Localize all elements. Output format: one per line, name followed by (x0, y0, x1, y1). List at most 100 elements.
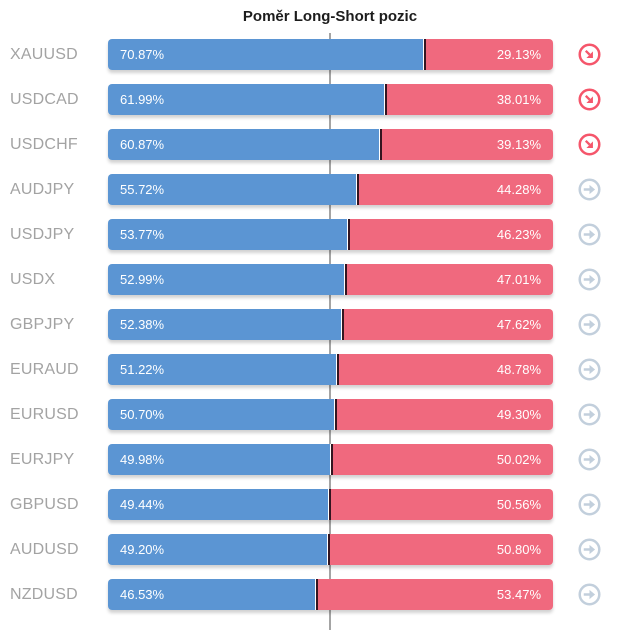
trend-icon-cell (553, 403, 620, 426)
long-segment: 49.20% (108, 534, 327, 565)
segment-divider (384, 84, 387, 115)
trend-icon-cell (553, 88, 620, 111)
short-percent-value: 47.62% (496, 317, 541, 332)
long-segment: 70.87% (108, 39, 424, 70)
short-segment: 46.23% (350, 219, 553, 250)
ratio-row: EURJPY 49.98% 50.02% (0, 437, 620, 482)
short-percent-value: 46.23% (496, 227, 541, 242)
short-segment: 50.56% (331, 489, 553, 520)
ratio-row: NZDUSD 46.53% 53.47% (0, 572, 620, 617)
trend-right-circle-icon (577, 583, 601, 606)
ratio-row: AUDUSD 49.20% 50.80% (0, 527, 620, 572)
long-percent-value: 60.87% (120, 137, 165, 152)
pair-label: GBPUSD (10, 495, 79, 513)
pair-label: XAUUSD (10, 45, 78, 63)
long-segment: 60.87% (108, 129, 379, 160)
short-percent-value: 44.28% (496, 182, 541, 197)
long-segment: 50.70% (108, 399, 334, 430)
short-percent-value: 50.56% (496, 497, 541, 512)
trend-down-circle-icon (577, 133, 601, 156)
short-segment: 47.62% (344, 309, 553, 340)
ratio-rows: XAUUSD 70.87% 29.13% USDCAD (0, 32, 620, 617)
ratio-row: USDX 52.99% 47.01% (0, 257, 620, 302)
segment-gap (326, 534, 328, 565)
short-segment: 50.80% (329, 534, 553, 565)
long-segment: 61.99% (108, 84, 384, 115)
segment-divider (331, 444, 334, 475)
trend-icon-cell (553, 583, 620, 606)
pair-label: EURJPY (10, 450, 75, 468)
short-segment: 44.28% (358, 174, 553, 205)
pair-label: USDCHF (10, 135, 78, 153)
trend-right-circle-icon (577, 223, 601, 246)
ratio-row: GBPUSD 49.44% 50.56% (0, 482, 620, 527)
long-percent-value: 53.77% (120, 227, 165, 242)
segment-divider (348, 219, 351, 250)
trend-icon-cell (553, 43, 620, 66)
trend-icon-cell (553, 268, 620, 291)
short-segment: 39.13% (381, 129, 553, 160)
segment-gap (328, 489, 329, 520)
long-short-bar: 49.20% 50.80% (108, 534, 553, 565)
long-segment: 55.72% (108, 174, 356, 205)
ratio-row: EURUSD 50.70% 49.30% (0, 392, 620, 437)
long-short-bar: 49.44% 50.56% (108, 489, 553, 520)
trend-icon-cell (553, 178, 620, 201)
short-percent-value: 48.78% (496, 362, 541, 377)
trend-right-circle-icon (577, 538, 601, 561)
pair-label: EURAUD (10, 360, 79, 378)
pair-label: GBPJPY (10, 315, 75, 333)
ratio-row: USDJPY 53.77% 46.23% (0, 212, 620, 257)
trend-right-circle-icon (577, 313, 601, 336)
short-percent-value: 53.47% (496, 587, 541, 602)
short-percent-value: 49.30% (496, 407, 541, 422)
long-segment: 49.98% (108, 444, 331, 475)
long-segment: 52.99% (108, 264, 344, 295)
long-short-bar: 52.38% 47.62% (108, 309, 553, 340)
short-percent-value: 50.80% (496, 542, 541, 557)
short-segment: 38.01% (386, 84, 553, 115)
trend-icon-cell (553, 493, 620, 516)
long-percent-value: 49.98% (120, 452, 165, 467)
segment-gap (378, 129, 380, 160)
long-short-bar: 70.87% 29.13% (108, 39, 553, 70)
segment-divider (329, 489, 331, 520)
segment-gap (423, 39, 425, 70)
segment-divider (424, 39, 427, 70)
short-percent-value: 50.02% (496, 452, 541, 467)
segment-gap (315, 579, 317, 610)
long-segment: 49.44% (108, 489, 328, 520)
long-short-bar: 51.22% 48.78% (108, 354, 553, 385)
trend-icon-cell (553, 358, 620, 381)
trend-icon-cell (553, 538, 620, 561)
long-percent-value: 52.38% (120, 317, 165, 332)
short-segment: 29.13% (426, 39, 553, 70)
short-percent-value: 29.13% (496, 47, 541, 62)
short-segment: 50.02% (333, 444, 553, 475)
trend-down-circle-icon (577, 88, 601, 111)
pair-label: EURUSD (10, 405, 79, 423)
pair-label: USDCAD (10, 90, 79, 108)
long-percent-value: 49.20% (120, 542, 165, 557)
long-short-bar: 52.99% 47.01% (108, 264, 553, 295)
trend-right-circle-icon (577, 448, 601, 471)
segment-gap (343, 264, 345, 295)
segment-divider (344, 264, 347, 295)
segment-gap (383, 84, 385, 115)
long-short-bar: 50.70% 49.30% (108, 399, 553, 430)
segment-gap (347, 219, 349, 250)
long-percent-value: 51.22% (120, 362, 165, 377)
ratio-row: AUDJPY 55.72% 44.28% (0, 167, 620, 212)
segment-divider (342, 309, 345, 340)
long-percent-value: 46.53% (120, 587, 165, 602)
segment-gap (355, 174, 357, 205)
short-segment: 48.78% (338, 354, 553, 385)
chart-title: Poměr Long-Short pozic (242, 8, 418, 25)
long-percent-value: 61.99% (120, 92, 165, 107)
short-percent-value: 38.01% (496, 92, 541, 107)
segment-gap (335, 354, 337, 385)
long-segment: 52.38% (108, 309, 342, 340)
ratio-row: USDCAD 61.99% 38.01% (0, 77, 620, 122)
segment-gap (330, 444, 332, 475)
short-segment: 53.47% (318, 579, 553, 610)
